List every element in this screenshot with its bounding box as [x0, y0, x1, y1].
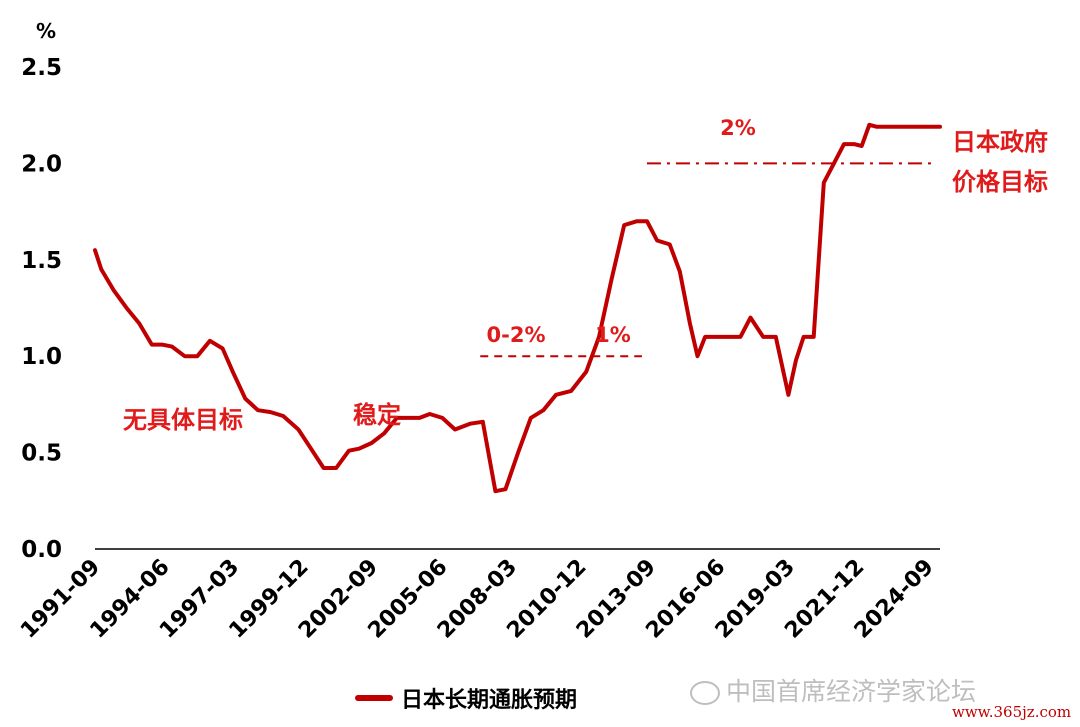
- y-tick-label: 0.0: [21, 537, 62, 563]
- y-tick-label: 2.0: [21, 151, 62, 177]
- y-axis: % 0.0 0.5 1.0 1.5 2.0 2.5: [21, 19, 62, 563]
- x-axis: 1991-091994-061997-031999-122002-092005-…: [16, 548, 940, 644]
- target-label: 1%: [595, 323, 631, 347]
- annotation: 价格目标: [952, 168, 1048, 196]
- y-tick-label: 0.5: [21, 441, 62, 467]
- wechat-icon: [690, 681, 720, 705]
- plot-area: [93, 122, 942, 494]
- target-label: 2%: [720, 116, 756, 140]
- legend-label: 日本长期通胀预期: [401, 688, 578, 713]
- watermark-text: 中国首席经济学家论坛: [726, 677, 977, 706]
- series-line: [93, 122, 942, 494]
- annotation: 无具体目标: [123, 406, 243, 434]
- y-tick-label: 2.5: [21, 55, 62, 81]
- y-tick-label: 1.5: [21, 248, 62, 274]
- y-tick-label: 1.0: [21, 344, 62, 370]
- target-label: 0-2%: [487, 323, 546, 347]
- watermark: 中国首席经济学家论坛: [690, 672, 976, 708]
- annotation: 稳定: [353, 401, 401, 429]
- site-url: www.365jz.com: [952, 703, 1072, 721]
- target-lines: [480, 162, 935, 358]
- legend: 日本长期通胀预期: [355, 682, 577, 714]
- annotation: 日本政府: [952, 128, 1048, 156]
- y-unit-label: %: [36, 19, 56, 43]
- legend-swatch: [355, 695, 393, 701]
